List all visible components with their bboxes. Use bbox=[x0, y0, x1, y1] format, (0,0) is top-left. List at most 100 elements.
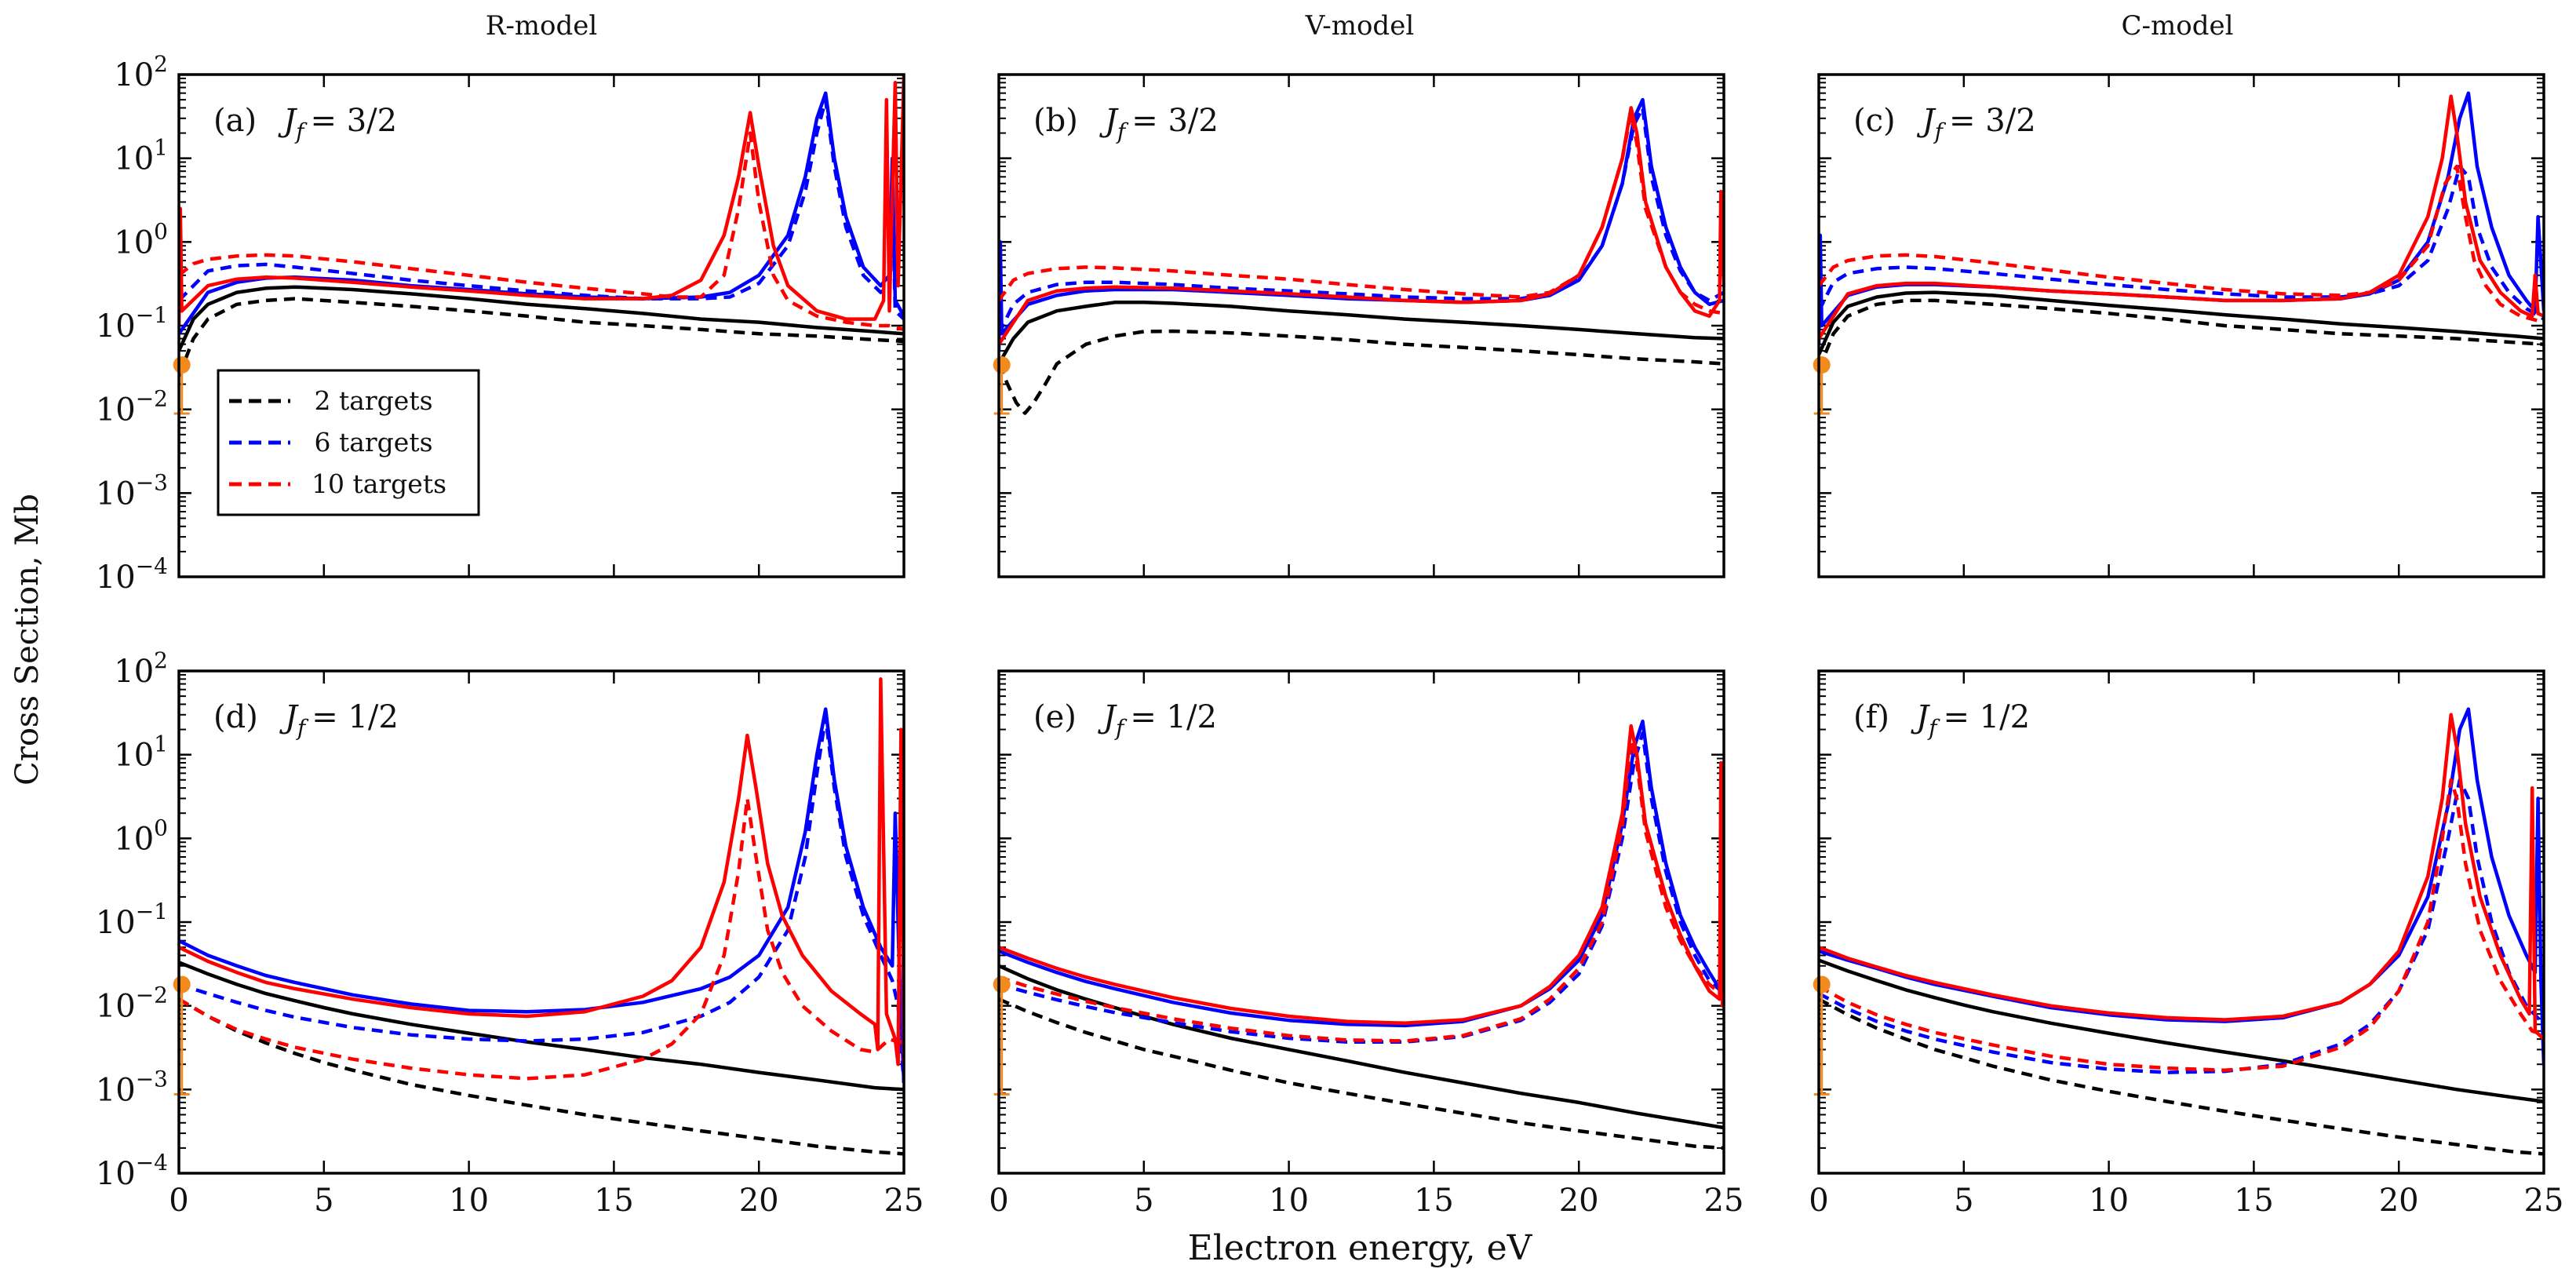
y-tick-label: 10−1 bbox=[96, 302, 168, 345]
y-axis-label: Cross Section, Mb bbox=[9, 494, 46, 786]
series-line-10-targets-solid bbox=[179, 75, 904, 326]
y-tick-label: 100 bbox=[114, 218, 168, 261]
axes-frame bbox=[1817, 73, 2545, 578]
series-line-2-targets-solid bbox=[179, 961, 904, 1092]
x-tick-label: 20 bbox=[739, 1183, 779, 1219]
series-line-2-targets-dashed bbox=[179, 297, 904, 377]
series-line-6-targets-dashed bbox=[999, 731, 1724, 1044]
series-group bbox=[1819, 707, 2544, 1156]
y-tick-label: 10−3 bbox=[96, 469, 168, 512]
svg-text:6 targets: 6 targets bbox=[314, 427, 432, 458]
y-tick-label: 100 bbox=[114, 815, 168, 857]
legend: 2 targets 6 targets 10 targets bbox=[217, 369, 480, 516]
axes-frame bbox=[177, 669, 905, 1175]
x-tick-label: 0 bbox=[169, 1183, 188, 1219]
series-line-10-targets-dashed bbox=[1819, 778, 2544, 1073]
x-tick-label: 5 bbox=[314, 1183, 333, 1219]
series-line-2-targets-dashed bbox=[179, 997, 904, 1156]
series-line-6-targets-solid bbox=[999, 719, 1724, 1028]
axes-frame bbox=[997, 73, 1725, 578]
svg-text:2 targets: 2 targets bbox=[314, 385, 432, 416]
panel-label: (c) Jf = 3/2 bbox=[1853, 103, 2036, 144]
x-tick-label: 10 bbox=[2089, 1183, 2129, 1219]
panel-e: 0 5 10 15 20 25 (e) Jf = 1/2 bbox=[989, 669, 1744, 1219]
panel-a: 102 101 100 10−1 10−2 10−3 10−4 (a) Jf = 3/2 bbox=[96, 51, 905, 596]
series-line-2-targets-solid bbox=[179, 285, 904, 352]
y-tick-label: 10−1 bbox=[96, 899, 168, 941]
panel-label: (a) Jf = 3/2 bbox=[213, 103, 397, 144]
series-line-2-targets-dashed bbox=[999, 997, 1724, 1150]
x-tick-label: 0 bbox=[989, 1183, 1008, 1219]
experimental-point-marker bbox=[1813, 355, 1831, 374]
series-line-10-targets-solid bbox=[1819, 94, 2544, 340]
y-tick-label: 10−2 bbox=[96, 983, 168, 1025]
legend-entry-6-targets: 6 targets bbox=[229, 427, 433, 458]
x-tick-label: 15 bbox=[2234, 1183, 2274, 1219]
series-group bbox=[179, 677, 904, 1156]
y-tick-label: 10−4 bbox=[96, 553, 168, 596]
series-line-6-targets-dashed bbox=[179, 715, 904, 1084]
x-tick-label: 10 bbox=[449, 1183, 489, 1219]
x-tick-label: 20 bbox=[1559, 1183, 1599, 1219]
series-line-10-targets-solid bbox=[179, 677, 904, 1066]
series-line-10-targets-dashed bbox=[999, 738, 1724, 1043]
series-line-2-targets-solid bbox=[1819, 958, 2544, 1103]
series-line-6-targets-dashed bbox=[1819, 778, 2544, 1074]
series-line-10-targets-dashed bbox=[179, 131, 904, 332]
svg-text:10 targets: 10 targets bbox=[312, 468, 446, 499]
experimental-point-marker bbox=[993, 355, 1011, 374]
panel-label: (e) Jf = 1/2 bbox=[1033, 699, 1217, 741]
series-line-10-targets-solid bbox=[1819, 713, 2544, 1041]
y-tick-label: 10−4 bbox=[96, 1150, 168, 1192]
experimental-point-marker bbox=[173, 975, 191, 994]
x-tick-label: 0 bbox=[1809, 1183, 1828, 1219]
series-line-10-targets-dashed bbox=[179, 797, 904, 1081]
panel-c: (c) Jf = 3/2 bbox=[1813, 73, 2545, 578]
x-tick-label: 5 bbox=[1134, 1183, 1153, 1219]
legend-entry-2-targets: 2 targets bbox=[229, 385, 433, 416]
series-group bbox=[999, 719, 1724, 1150]
series-line-2-targets-solid bbox=[999, 301, 1724, 365]
panel-label: (d) Jf = 1/2 bbox=[213, 699, 399, 741]
axes-frame bbox=[1817, 669, 2545, 1175]
x-tick-label: 10 bbox=[1269, 1183, 1309, 1219]
column-title-r-model: R-model bbox=[486, 10, 598, 42]
experimental-point-marker bbox=[173, 355, 191, 374]
series-line-6-targets-dashed bbox=[1819, 164, 2544, 321]
series-line-2-targets-solid bbox=[999, 964, 1724, 1130]
axes-frame bbox=[997, 669, 1725, 1175]
y-tick-label: 10−3 bbox=[96, 1066, 168, 1108]
column-title-c-model: C-model bbox=[2122, 10, 2234, 42]
series-line-6-targets-dashed bbox=[179, 97, 904, 321]
y-tick-label: 102 bbox=[114, 647, 168, 690]
series-line-2-targets-dashed bbox=[999, 329, 1724, 415]
series-line-10-targets-dashed bbox=[999, 111, 1724, 315]
series-line-10-targets-solid bbox=[999, 106, 1724, 345]
series-group bbox=[999, 97, 1724, 415]
x-tick-label: 25 bbox=[884, 1183, 924, 1219]
panel-label: (b) Jf = 3/2 bbox=[1033, 103, 1219, 144]
x-tick-label: 25 bbox=[1704, 1183, 1744, 1219]
panel-f: 0 5 10 15 20 25 (f) Jf = 1/2 bbox=[1809, 669, 2564, 1219]
panel-d: 102 101 100 10−1 10−2 10−3 10−40 5 10 15 20 25 (d) Jf… bbox=[96, 647, 924, 1219]
panel-label: (f) Jf = 1/2 bbox=[1853, 699, 2030, 741]
y-tick-label: 10−2 bbox=[96, 386, 168, 428]
series-line-2-targets-dashed bbox=[1819, 997, 2544, 1156]
x-tick-label: 20 bbox=[2379, 1183, 2419, 1219]
series-line-2-targets-dashed bbox=[1819, 298, 2544, 370]
axes-frame bbox=[177, 73, 905, 578]
legend-entry-10-targets: 10 targets bbox=[229, 468, 446, 499]
x-tick-label: 5 bbox=[1954, 1183, 1973, 1219]
x-tick-label: 15 bbox=[594, 1183, 634, 1219]
x-tick-label: 25 bbox=[2524, 1183, 2564, 1219]
y-tick-label: 101 bbox=[114, 135, 168, 177]
series-line-10-targets-dashed bbox=[1819, 164, 2544, 324]
series-group bbox=[1819, 91, 2544, 370]
x-tick-label: 15 bbox=[1414, 1183, 1454, 1219]
experimental-point-marker bbox=[993, 975, 1011, 994]
column-title-v-model: V-model bbox=[1305, 10, 1414, 42]
y-tick-label: 101 bbox=[114, 731, 168, 774]
panel-b: (b) Jf = 3/2 bbox=[993, 73, 1725, 578]
experimental-point-marker bbox=[1813, 975, 1831, 994]
